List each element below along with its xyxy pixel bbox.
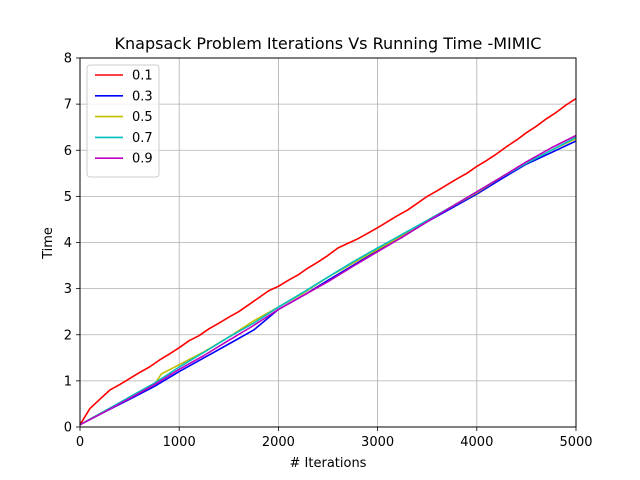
- x-tick-label: 1000: [163, 435, 196, 450]
- y-tick-label: 4: [64, 236, 72, 251]
- legend-label: 0.5: [132, 110, 153, 125]
- legend-label: 0.3: [132, 89, 153, 104]
- legend-label: 0.9: [132, 152, 153, 167]
- legend-box: [86, 64, 160, 178]
- y-tick-label: 6: [64, 144, 72, 159]
- y-tick-label: 7: [64, 98, 72, 113]
- x-tick-label: 4000: [460, 435, 493, 450]
- axis-ticks: 0 1000 2000 3000 4000 5000 0 1 2 3 4 5 6 7 8: [64, 52, 593, 451]
- legend: 0.1 0.3 0.5 0.7 0.9: [86, 64, 160, 178]
- chart-title: Knapsack Problem Iterations Vs Running T…: [115, 34, 542, 53]
- y-tick-label: 3: [64, 282, 72, 297]
- legend-label: 0.1: [132, 69, 153, 84]
- y-tick-label: 0: [64, 421, 72, 436]
- x-axis-label: # Iterations: [290, 456, 367, 471]
- x-tick-label: 2000: [262, 435, 295, 450]
- series-line-0-1: [79, 97, 577, 426]
- y-tick-label: 1: [64, 374, 72, 389]
- y-tick-label: 5: [64, 190, 72, 205]
- legend-label: 0.7: [132, 131, 153, 146]
- y-tick-label: 2: [64, 328, 72, 343]
- y-tick-label: 8: [64, 52, 72, 67]
- y-axis-label: Time: [41, 227, 56, 260]
- series-group: [79, 97, 577, 426]
- series-line-0-3: [79, 140, 577, 426]
- x-tick-label: 5000: [559, 435, 592, 450]
- x-tick-label: 3000: [361, 435, 394, 450]
- x-tick-label: 0: [76, 435, 84, 450]
- series-line-0-9: [79, 134, 577, 426]
